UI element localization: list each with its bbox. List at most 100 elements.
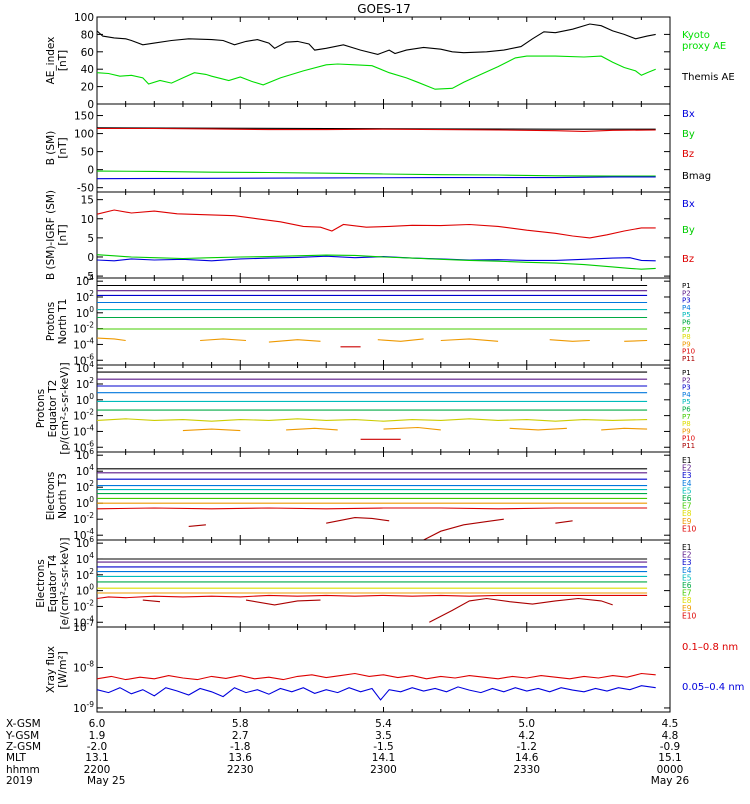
legend-entry: P4 [682,304,691,312]
series-line [188,524,206,527]
x-axis-row-label: Y-GSM [5,730,39,742]
x-axis-row-label: X-GSM [6,718,41,730]
y-tick-label: -5 [84,271,94,283]
y-axis-title-line: AE_index [45,37,57,85]
series-line [96,672,656,681]
x-axis-row-label: hhmm [6,764,40,776]
legend-entry: E8 [682,509,692,518]
legend-entry: proxy AE [682,41,726,52]
legend-entry: E9 [682,517,692,526]
legend-entry: E6 [682,494,692,503]
y-tick-label: 10-4 [73,336,94,351]
series-line [624,339,648,342]
y-axis-title-line: Xray flux [45,646,57,693]
series-line [96,685,656,701]
x-axis-value: May 26 [651,775,690,787]
y-tick-label: 10-6 [73,352,94,367]
series-line [555,520,573,524]
legend-entry: P5 [682,398,691,406]
y-tick-label: 104 [76,273,94,288]
chart-title: GOES-17 [357,2,411,16]
legend-entry: Themis AE [681,72,735,83]
x-axis-value: 13.6 [229,752,253,764]
legend-entry: 0.05–0.4 nm [682,682,744,693]
legend-entry: E5 [682,486,692,495]
y-tick-label: 10-2 [73,408,94,423]
x-axis-value: 2200 [84,764,111,776]
series-line [182,428,241,432]
x-axis-row-label: 2019 [6,775,33,787]
x-axis-value: 13.1 [85,752,108,764]
legend-entry: P8 [682,420,691,428]
y-tick-label: 20 [81,82,94,94]
y-tick-label: 10-4 [73,614,94,629]
series-line [429,597,613,623]
y-tick-label: 10-7 [73,619,94,634]
y-tick-label: 102 [76,376,94,391]
series-line [440,338,499,342]
legend-entry: Bx [682,199,695,210]
legend-entry: P2 [682,289,691,297]
legend-entry: P11 [682,442,695,450]
y-tick-label: 10-9 [73,700,94,715]
y-tick-label: 100 [76,305,94,320]
x-axis-value: -1.2 [517,741,538,753]
y-tick-label: 5 [87,233,94,245]
y-tick-label: 10-2 [73,321,94,336]
x-axis-value: 14.6 [515,752,539,764]
legend-entry: 0.1–0.8 nm [682,642,738,653]
y-tick-label: 100 [76,392,94,407]
legend-entry: Bmag [682,171,711,182]
series-line [96,507,648,510]
series-line [96,55,656,90]
series-line [549,339,590,342]
series-line [96,337,126,342]
y-tick-label: 40 [81,64,94,76]
legend-entry: P7 [682,326,691,334]
y-tick-label: 10-6 [73,439,94,454]
series-line [268,339,321,343]
y-axis-title-line: Equator T2 [47,380,59,438]
y-tick-label: 104 [76,463,94,478]
legend-entry: E4 [682,566,692,575]
legend-entry: P11 [682,355,695,363]
y-tick-label: 100 [76,583,94,598]
y-tick-label: 104 [76,360,94,375]
y-tick-label: 10-8 [73,659,94,674]
legend-entry: P3 [682,384,691,392]
series-line [96,170,656,177]
legend-entry: E3 [682,558,692,567]
y-tick-label: 100 [74,129,94,141]
y-tick-label: 0 [87,252,94,264]
panel-frame [96,539,671,628]
panel-bsm: 150 100 50 0 -50 B (SM) [nT] Bx By Bz Bmag [45,103,711,195]
legend-entry: Bz [682,149,694,160]
legend-entry: E7 [682,589,692,598]
panel-frame [96,16,671,105]
y-tick-label: 0 [87,99,94,111]
y-tick-label: 106 [76,447,94,462]
x-axis-value: 5.0 [518,718,535,730]
y-tick-label: 102 [76,289,94,304]
x-axis-value: May 25 [87,775,125,787]
x-axis-value: -2.0 [87,741,108,753]
legend-entry: Bx [682,109,695,120]
y-tick-label: 10-2 [73,511,94,526]
series-line [96,594,648,600]
series-line [142,599,161,603]
x-axis-value: 14.1 [372,752,395,764]
series-line [96,23,656,55]
x-axis-value: 2230 [227,764,254,776]
legend-entry: P1 [682,282,691,290]
y-axis-title-line: Equator T4 [47,554,59,612]
legend-entry: E3 [682,471,692,480]
x-axis-value: 15.1 [658,752,681,764]
legend-entry: Bz [682,254,694,265]
y-tick-label: 106 [76,535,94,550]
legend-entry: P10 [682,435,695,443]
